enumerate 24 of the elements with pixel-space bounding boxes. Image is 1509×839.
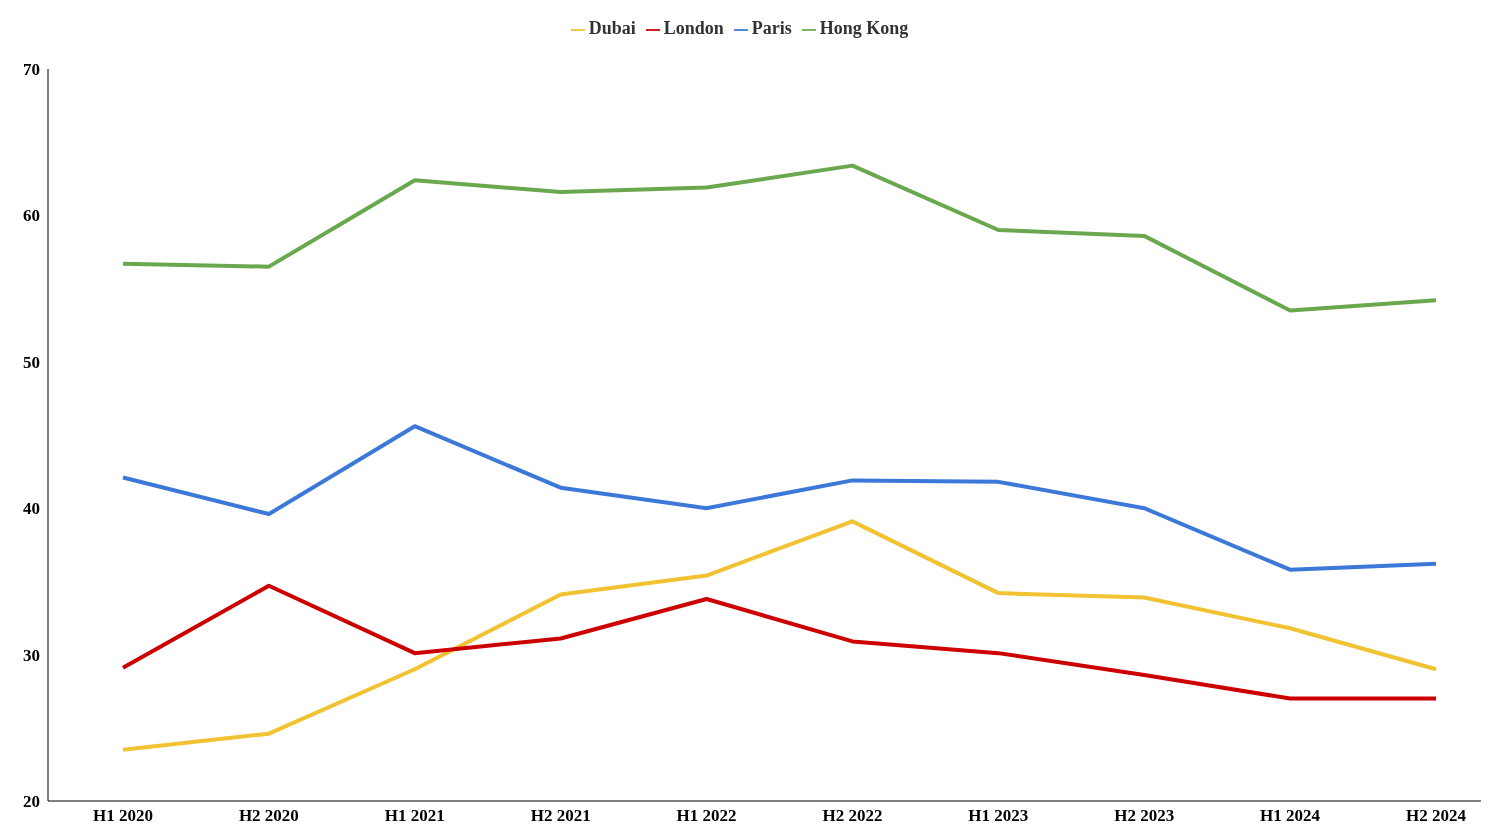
x-tick-label: H1 2024: [1260, 806, 1321, 826]
y-tick-label: 30: [23, 645, 40, 665]
legend-label: Hong Kong: [819, 18, 909, 38]
line-series: [121, 583, 1438, 701]
x-tick-label: H1 2022: [676, 806, 737, 826]
legend-label: Paris: [751, 18, 792, 38]
legend-label: Dubai: [588, 18, 636, 38]
x-tick-label: H2 2023: [1114, 806, 1175, 826]
x-tick-label: H2 2020: [238, 806, 299, 826]
y-tick-label: 50: [23, 352, 40, 372]
x-tick-label: H1 2023: [968, 806, 1029, 826]
y-tick-label: 40: [23, 499, 40, 519]
line-series: [121, 163, 1438, 313]
y-tick-label: 70: [23, 60, 40, 80]
legend-label: London: [663, 18, 724, 38]
y-tick-label: 60: [23, 206, 40, 226]
x-tick-label: H1 2020: [93, 806, 153, 826]
x-tick-label: H2 2022: [822, 806, 883, 826]
line-series: [121, 424, 1438, 572]
x-tick-label: H1 2021: [384, 806, 445, 826]
x-tick-label: H2 2021: [530, 806, 591, 826]
x-tick-label: H2 2024: [1406, 806, 1467, 826]
y-tick-label: 20: [23, 792, 40, 812]
line-series: [121, 519, 1438, 752]
